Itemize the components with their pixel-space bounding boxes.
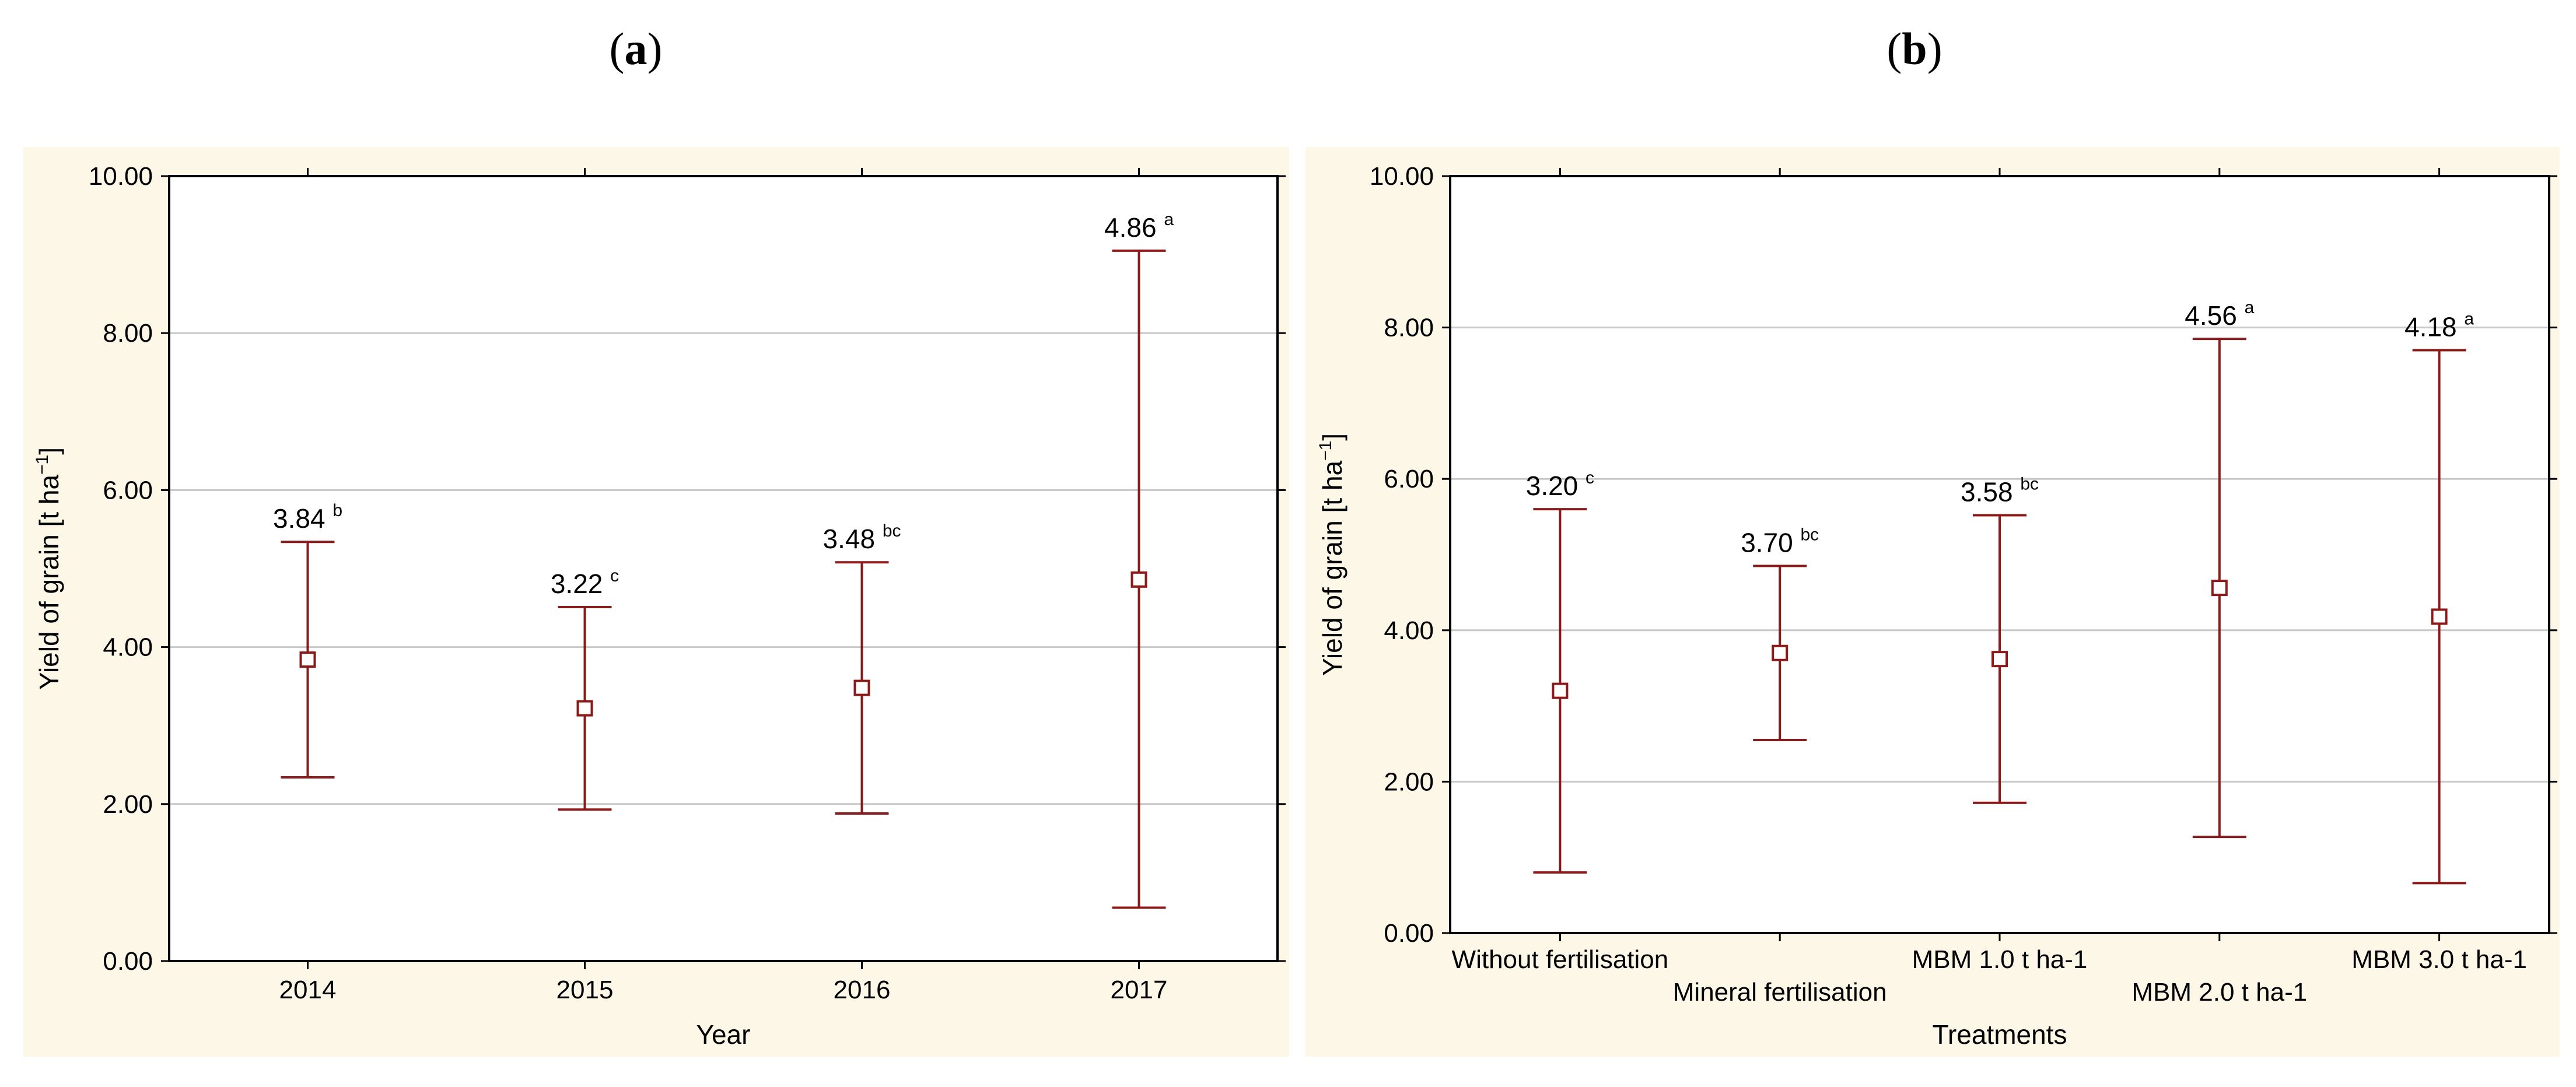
x-tick-label: Without fertilisation <box>1452 945 1669 974</box>
y-tick-label: 4.00 <box>1384 616 1434 645</box>
data-label: 3.84 b <box>273 501 342 534</box>
y-axis-title: Yield of grain [t ha−1] <box>33 447 64 690</box>
x-tick-label: MBM 2.0 t ha-1 <box>2132 978 2307 1007</box>
mean-marker <box>576 700 593 717</box>
y-tick-label: 6.00 <box>1384 465 1434 493</box>
y-tick-label: 10.00 <box>89 162 153 191</box>
plot-frame <box>168 175 1279 962</box>
data-label: 4.56 a <box>2185 298 2254 331</box>
y-tick-label: 0.00 <box>103 947 153 976</box>
y-tick-label: 4.00 <box>103 633 153 662</box>
y-tick-label: 2.00 <box>103 790 153 819</box>
x-tick-label: 2015 <box>556 976 614 1004</box>
panel-label-b: (b) <box>1887 23 1942 74</box>
x-tick-label: 2016 <box>834 976 891 1004</box>
x-tick-label: Mineral fertilisation <box>1673 978 1887 1007</box>
mean-marker <box>1772 644 1788 661</box>
plot-area <box>169 176 1278 961</box>
mean-marker <box>2211 580 2228 597</box>
x-tick-label: 2017 <box>1111 976 1168 1004</box>
data-label: 3.22 c <box>551 566 619 599</box>
y-tick-label: 10.00 <box>1370 162 1434 191</box>
x-tick-label: 2014 <box>279 976 337 1004</box>
data-label: 3.58 bc <box>1961 475 2039 507</box>
mean-marker <box>299 651 316 668</box>
y-tick-label: 6.00 <box>103 476 153 504</box>
x-axis-title: Year <box>696 1019 751 1050</box>
chart-a: 0.00 2.00 4.00 6.00 8.00 10.00 2014 2015 2016 201… <box>33 162 1286 1050</box>
x-tick-label: MBM 1.0 t ha-1 <box>1912 945 2088 974</box>
y-tick-label: 0.00 <box>1384 919 1434 948</box>
mean-marker <box>1130 571 1147 588</box>
y-tick-label: 2.00 <box>1384 767 1434 796</box>
mean-marker <box>2431 608 2448 625</box>
y-tick-label: 8.00 <box>1384 314 1434 342</box>
panel-label-a: (a) <box>610 23 663 74</box>
data-label: 3.20 c <box>1526 468 1594 501</box>
mean-marker <box>853 679 870 696</box>
mean-marker <box>1992 651 2008 668</box>
y-axis-title: Yield of grain [t ha−1] <box>1316 433 1348 676</box>
x-axis-title: Treatments <box>1933 1019 2067 1050</box>
data-label: 3.70 bc <box>1741 525 1819 557</box>
data-label: 4.18 a <box>2404 310 2474 342</box>
y-tick-label: 8.00 <box>103 319 153 348</box>
data-label: 3.48 bc <box>823 521 901 554</box>
mean-marker <box>1552 682 1569 699</box>
chart-b: 0.00 2.00 4.00 6.00 8.00 10.00 Without fertili… <box>1316 162 2557 1050</box>
x-tick-label: MBM 3.0 t ha-1 <box>2351 945 2527 974</box>
data-label: 4.86 a <box>1104 210 1174 243</box>
